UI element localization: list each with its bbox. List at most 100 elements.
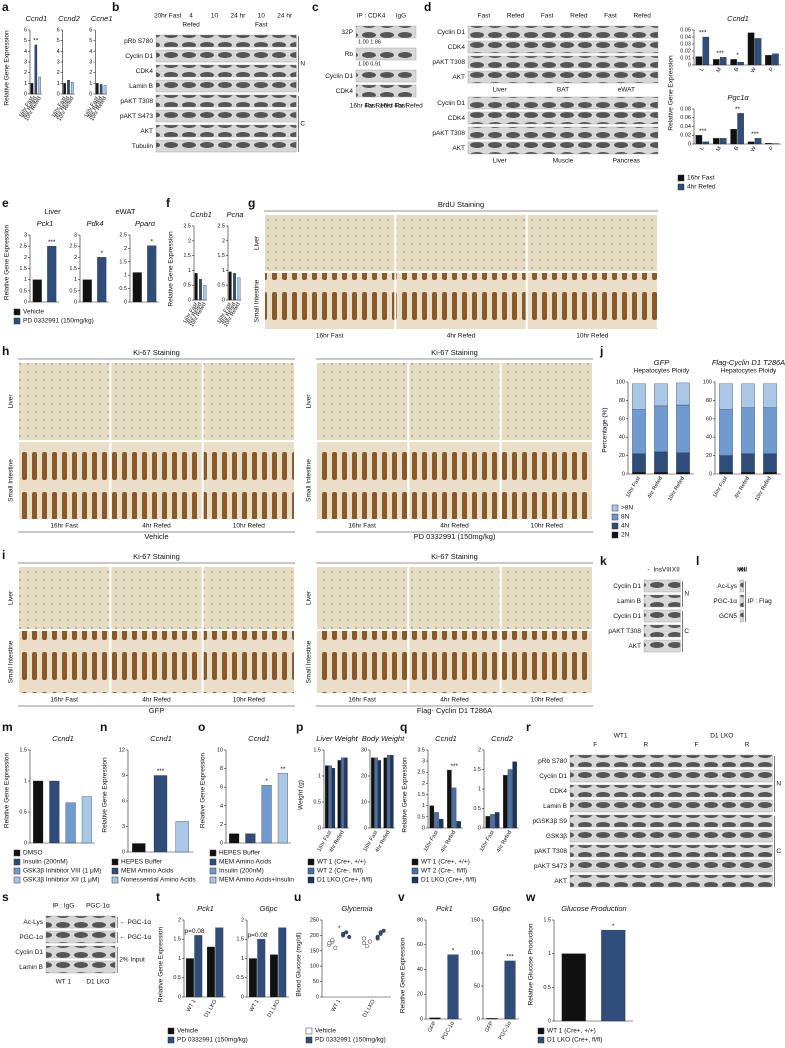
row-label: Small Intestine — [306, 459, 313, 502]
blot-band — [739, 609, 744, 623]
y-tick-label: 3 — [57, 59, 60, 65]
blot-band — [155, 79, 297, 93]
caption: Vehicle — [144, 532, 168, 541]
x-tick-label: 16hr Fast — [423, 829, 440, 853]
data-point — [378, 930, 383, 935]
row-label: Cyclin D1 — [613, 613, 641, 620]
bar — [747, 141, 755, 145]
y-axis-label: Relative Gene Expression — [168, 231, 175, 307]
y-tick-label: 1 — [222, 268, 225, 274]
legend-swatch — [13, 317, 21, 325]
column-header: 10 — [211, 13, 219, 20]
micrograph — [409, 363, 500, 440]
lane-label: 4hr Refed — [394, 103, 423, 110]
legend-swatch — [537, 1036, 545, 1044]
y-tick-label: 0.5 — [19, 809, 27, 815]
blot-band — [643, 639, 681, 653]
x-tick-label: PGC-1α — [441, 1020, 457, 1041]
y-tick-label: 6 — [220, 785, 223, 791]
y-tick-label: 10 — [361, 799, 367, 805]
y-tick-label: 1 — [89, 81, 92, 87]
column-header: IP : CDK4 — [357, 13, 386, 20]
y-tick-label: 1.5 — [313, 747, 321, 753]
legend-label: WT 2 (Cre-, fl/fl) — [421, 868, 467, 875]
y-tick-label: 0.03 — [680, 41, 691, 47]
column-header: D1 LKO — [710, 733, 733, 740]
legend-swatch — [611, 504, 619, 512]
y-axis-label: Relative Gene Expression — [400, 938, 407, 1014]
bar — [490, 814, 495, 829]
bar — [507, 769, 513, 829]
y-tick-label: 2.5 — [119, 232, 127, 238]
row-label: AKT — [452, 145, 465, 152]
x-tick-label: WT 1 — [186, 999, 198, 1013]
x-tick-label: W — [750, 145, 758, 153]
legend-swatch — [13, 867, 21, 875]
bar — [233, 273, 236, 301]
y-tick-label: 1.5 — [183, 253, 191, 259]
bar — [371, 757, 375, 829]
chart-title: Ccnd1 — [25, 14, 47, 23]
blot-band — [569, 874, 773, 888]
y-tick-label: 1 — [548, 951, 551, 957]
y-tick-label: 2 — [478, 747, 481, 753]
bar — [765, 55, 772, 66]
blot-band — [569, 769, 773, 783]
micrograph — [501, 442, 592, 519]
bar-segment — [632, 383, 646, 410]
y-tick-label: 4 — [24, 49, 27, 55]
panel-label: f — [166, 196, 171, 210]
y-tick-label: 0 — [688, 141, 691, 147]
bar-segment — [719, 472, 733, 475]
bar — [712, 138, 720, 145]
x-tick-label: 16hr Fast — [479, 829, 496, 853]
chart-title: G6pc — [493, 904, 511, 913]
y-tick-label: 20 — [619, 453, 625, 459]
bar — [601, 929, 626, 1022]
band-quantification: 1.00 1.86 — [358, 39, 381, 45]
blot-band — [155, 109, 297, 123]
panel-label: c — [312, 0, 319, 14]
column-header: Fast — [541, 13, 554, 20]
y-tick-label: 0.5 — [417, 814, 425, 820]
bar-segment — [741, 453, 755, 473]
row-label: GCN5 — [719, 613, 737, 620]
bar — [65, 802, 76, 844]
panel-label: r — [526, 720, 531, 734]
y-tick-label: 2 — [222, 238, 225, 244]
y-tick-label: 2.5 — [417, 770, 425, 776]
y-tick-label: 3 — [24, 59, 27, 65]
y-tick-label: 0 — [89, 91, 92, 97]
row-label: AKT — [452, 74, 465, 81]
bar — [95, 83, 99, 95]
row-label: Small Intestine — [254, 279, 261, 322]
column-header: Ins — [653, 567, 662, 574]
x-tick-label: 16hr Fast — [712, 475, 729, 499]
side-label: C — [776, 848, 781, 855]
blot-band — [569, 859, 773, 873]
micrograph — [19, 363, 110, 440]
panel-label: v — [398, 890, 405, 904]
y-tick-label: 0 — [57, 91, 60, 97]
bar — [63, 83, 66, 95]
row-label: Liver — [306, 394, 313, 409]
y-tick-label: 30 — [361, 747, 367, 753]
y-tick-label: 40 — [619, 435, 625, 441]
y-tick-label: 60 — [619, 416, 625, 422]
panel-label: o — [198, 720, 205, 734]
micrograph — [317, 442, 408, 519]
x-tick-label: P — [768, 145, 775, 151]
lane-label: 16hr Fast — [350, 103, 378, 110]
y-tick-label: 1.5 — [543, 917, 551, 923]
bar — [277, 773, 288, 844]
column-header: VIII — [737, 567, 747, 574]
y-tick-label: 3 — [24, 232, 27, 238]
y-tick-label: 0.04 — [680, 124, 691, 130]
y-tick-label: 1.5 — [417, 792, 425, 798]
row-label: pAKT S473 — [120, 113, 154, 120]
micrograph — [19, 442, 110, 519]
y-tick-label: 0 — [241, 994, 244, 1000]
micrograph — [501, 567, 592, 629]
bar — [194, 935, 203, 998]
y-tick-label: 4 — [89, 49, 92, 55]
